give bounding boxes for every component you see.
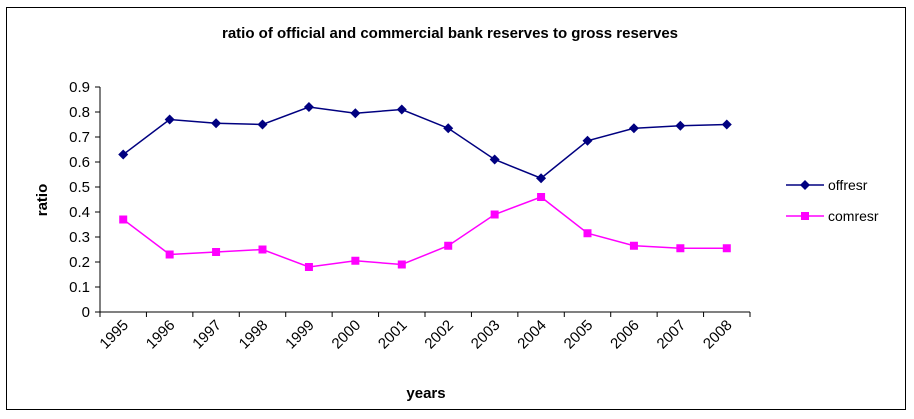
data-point-comresr xyxy=(212,248,221,256)
x-tick-label: 1996 xyxy=(143,317,179,353)
data-point-comresr xyxy=(583,229,592,238)
x-tick-label: 2002 xyxy=(421,317,457,353)
data-point-comresr xyxy=(304,263,313,271)
x-tick-label: 1999 xyxy=(282,317,318,353)
legend-marker-offresr xyxy=(800,180,810,190)
legend-label-offresr: offresr xyxy=(828,177,868,193)
y-tick-label: 0.6 xyxy=(69,154,90,171)
x-tick-label: 2007 xyxy=(654,317,690,353)
data-point-offresr xyxy=(118,149,129,160)
series-line-offresr xyxy=(122,106,727,180)
y-tick-label: 0.3 xyxy=(69,229,90,246)
data-point-offresr xyxy=(396,104,407,115)
y-tick-label: 0.4 xyxy=(69,204,90,221)
data-point-offresr xyxy=(489,154,500,165)
y-tick-label: 0.1 xyxy=(69,279,90,296)
data-point-offresr xyxy=(350,108,361,119)
x-tick-label: 2001 xyxy=(375,317,411,353)
data-point-offresr xyxy=(443,123,454,134)
x-ticks: 1995 1996 1997 1998 1999 2000 2001 2002 2003 2004… xyxy=(96,312,751,353)
legend-box xyxy=(780,170,888,232)
legend-label-comresr: comresr xyxy=(828,208,879,224)
y-tick-label: 0.7 xyxy=(69,129,90,146)
data-point-offresr xyxy=(582,135,593,146)
y-axis-label: ratio xyxy=(34,184,51,217)
series-line-comresr xyxy=(122,196,727,268)
data-point-comresr xyxy=(490,210,499,219)
y-ticks: 0 0.1 0.2 0.3 0.4 0.5 0.6 0.7 0.8 0.9 xyxy=(69,79,100,321)
x-axis-label: years xyxy=(406,385,445,402)
y-tick-label: 0.9 xyxy=(69,79,90,96)
data-point-offresr xyxy=(675,120,686,131)
y-tick-label: 0.2 xyxy=(69,254,90,271)
data-point-offresr xyxy=(628,123,639,134)
data-point-comresr xyxy=(537,193,546,201)
data-point-comresr xyxy=(629,241,638,250)
x-tick-label: 1995 xyxy=(96,317,132,353)
data-point-comresr xyxy=(165,250,174,259)
x-tick-label: 2000 xyxy=(329,317,365,353)
x-tick-label: 2006 xyxy=(607,317,643,353)
x-tick-label: 1998 xyxy=(236,317,272,353)
data-point-offresr xyxy=(721,119,732,130)
data-point-offresr xyxy=(164,114,175,125)
series-layer xyxy=(118,102,732,271)
data-point-offresr xyxy=(211,118,222,129)
data-point-comresr xyxy=(351,256,360,265)
x-tick-label: 2003 xyxy=(468,317,504,353)
x-tick-label: 1997 xyxy=(189,317,225,353)
y-tick-label: 0.5 xyxy=(69,179,90,196)
x-tick-label: 2008 xyxy=(700,317,736,353)
chart-frame xyxy=(6,7,906,410)
data-point-comresr xyxy=(722,244,731,253)
chart-title: ratio of official and commercial bank re… xyxy=(222,25,678,42)
x-tick-label: 2005 xyxy=(561,317,597,353)
y-tick-label: 0.8 xyxy=(69,104,90,121)
x-tick-label: 2004 xyxy=(514,317,550,353)
y-tick-label: 0 xyxy=(82,304,90,321)
data-point-offresr xyxy=(303,102,314,112)
data-point-offresr xyxy=(257,119,268,130)
data-point-comresr xyxy=(676,244,685,253)
data-point-comresr xyxy=(119,215,128,224)
legend-marker-comresr xyxy=(801,212,809,220)
data-point-comresr xyxy=(397,260,406,269)
legend: offresr comresr xyxy=(780,170,888,232)
data-point-comresr xyxy=(444,241,453,250)
data-point-comresr xyxy=(258,245,267,254)
data-point-offresr xyxy=(536,173,547,184)
